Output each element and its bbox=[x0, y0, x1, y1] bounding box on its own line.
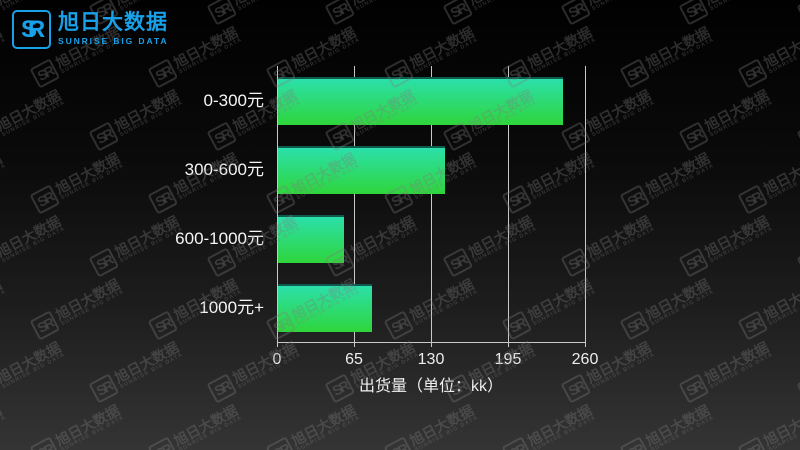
gridline bbox=[508, 66, 509, 342]
bar bbox=[278, 145, 446, 194]
x-tick-label: 260 bbox=[571, 351, 599, 368]
x-tick-mark bbox=[354, 342, 355, 347]
gridline bbox=[431, 66, 432, 342]
logo-text: 旭日大数据 SUNRISE BIG DATA bbox=[58, 10, 168, 46]
logo-title: 旭日大数据 bbox=[58, 11, 168, 34]
bar bbox=[278, 214, 345, 263]
y-axis-label: 600-1000元 bbox=[175, 228, 264, 248]
bar bbox=[278, 283, 372, 332]
x-tick-mark bbox=[508, 342, 509, 347]
x-axis-line bbox=[277, 342, 586, 343]
x-tick-label: 195 bbox=[494, 351, 522, 368]
gridline bbox=[354, 66, 355, 342]
x-tick-label: 65 bbox=[345, 351, 363, 368]
x-tick-label: 0 bbox=[272, 351, 282, 368]
gridline bbox=[585, 66, 586, 342]
y-axis-label: 1000元+ bbox=[199, 297, 264, 317]
y-axis-label: 300-600元 bbox=[184, 159, 264, 179]
x-tick-label: 130 bbox=[417, 351, 445, 368]
logo-monogram-icon: SR bbox=[12, 10, 51, 49]
brand-logo: SR 旭日大数据 SUNRISE BIG DATA bbox=[12, 10, 168, 49]
x-tick-mark bbox=[585, 342, 586, 347]
logo-subtitle: SUNRISE BIG DATA bbox=[58, 36, 169, 46]
y-axis-label: 0-300元 bbox=[203, 90, 264, 110]
x-tick-mark bbox=[277, 342, 278, 347]
y-axis-line bbox=[277, 66, 278, 342]
bar bbox=[278, 76, 564, 125]
x-axis-title: 出货量（单位：kk） bbox=[358, 378, 503, 395]
x-tick-mark bbox=[431, 342, 432, 347]
